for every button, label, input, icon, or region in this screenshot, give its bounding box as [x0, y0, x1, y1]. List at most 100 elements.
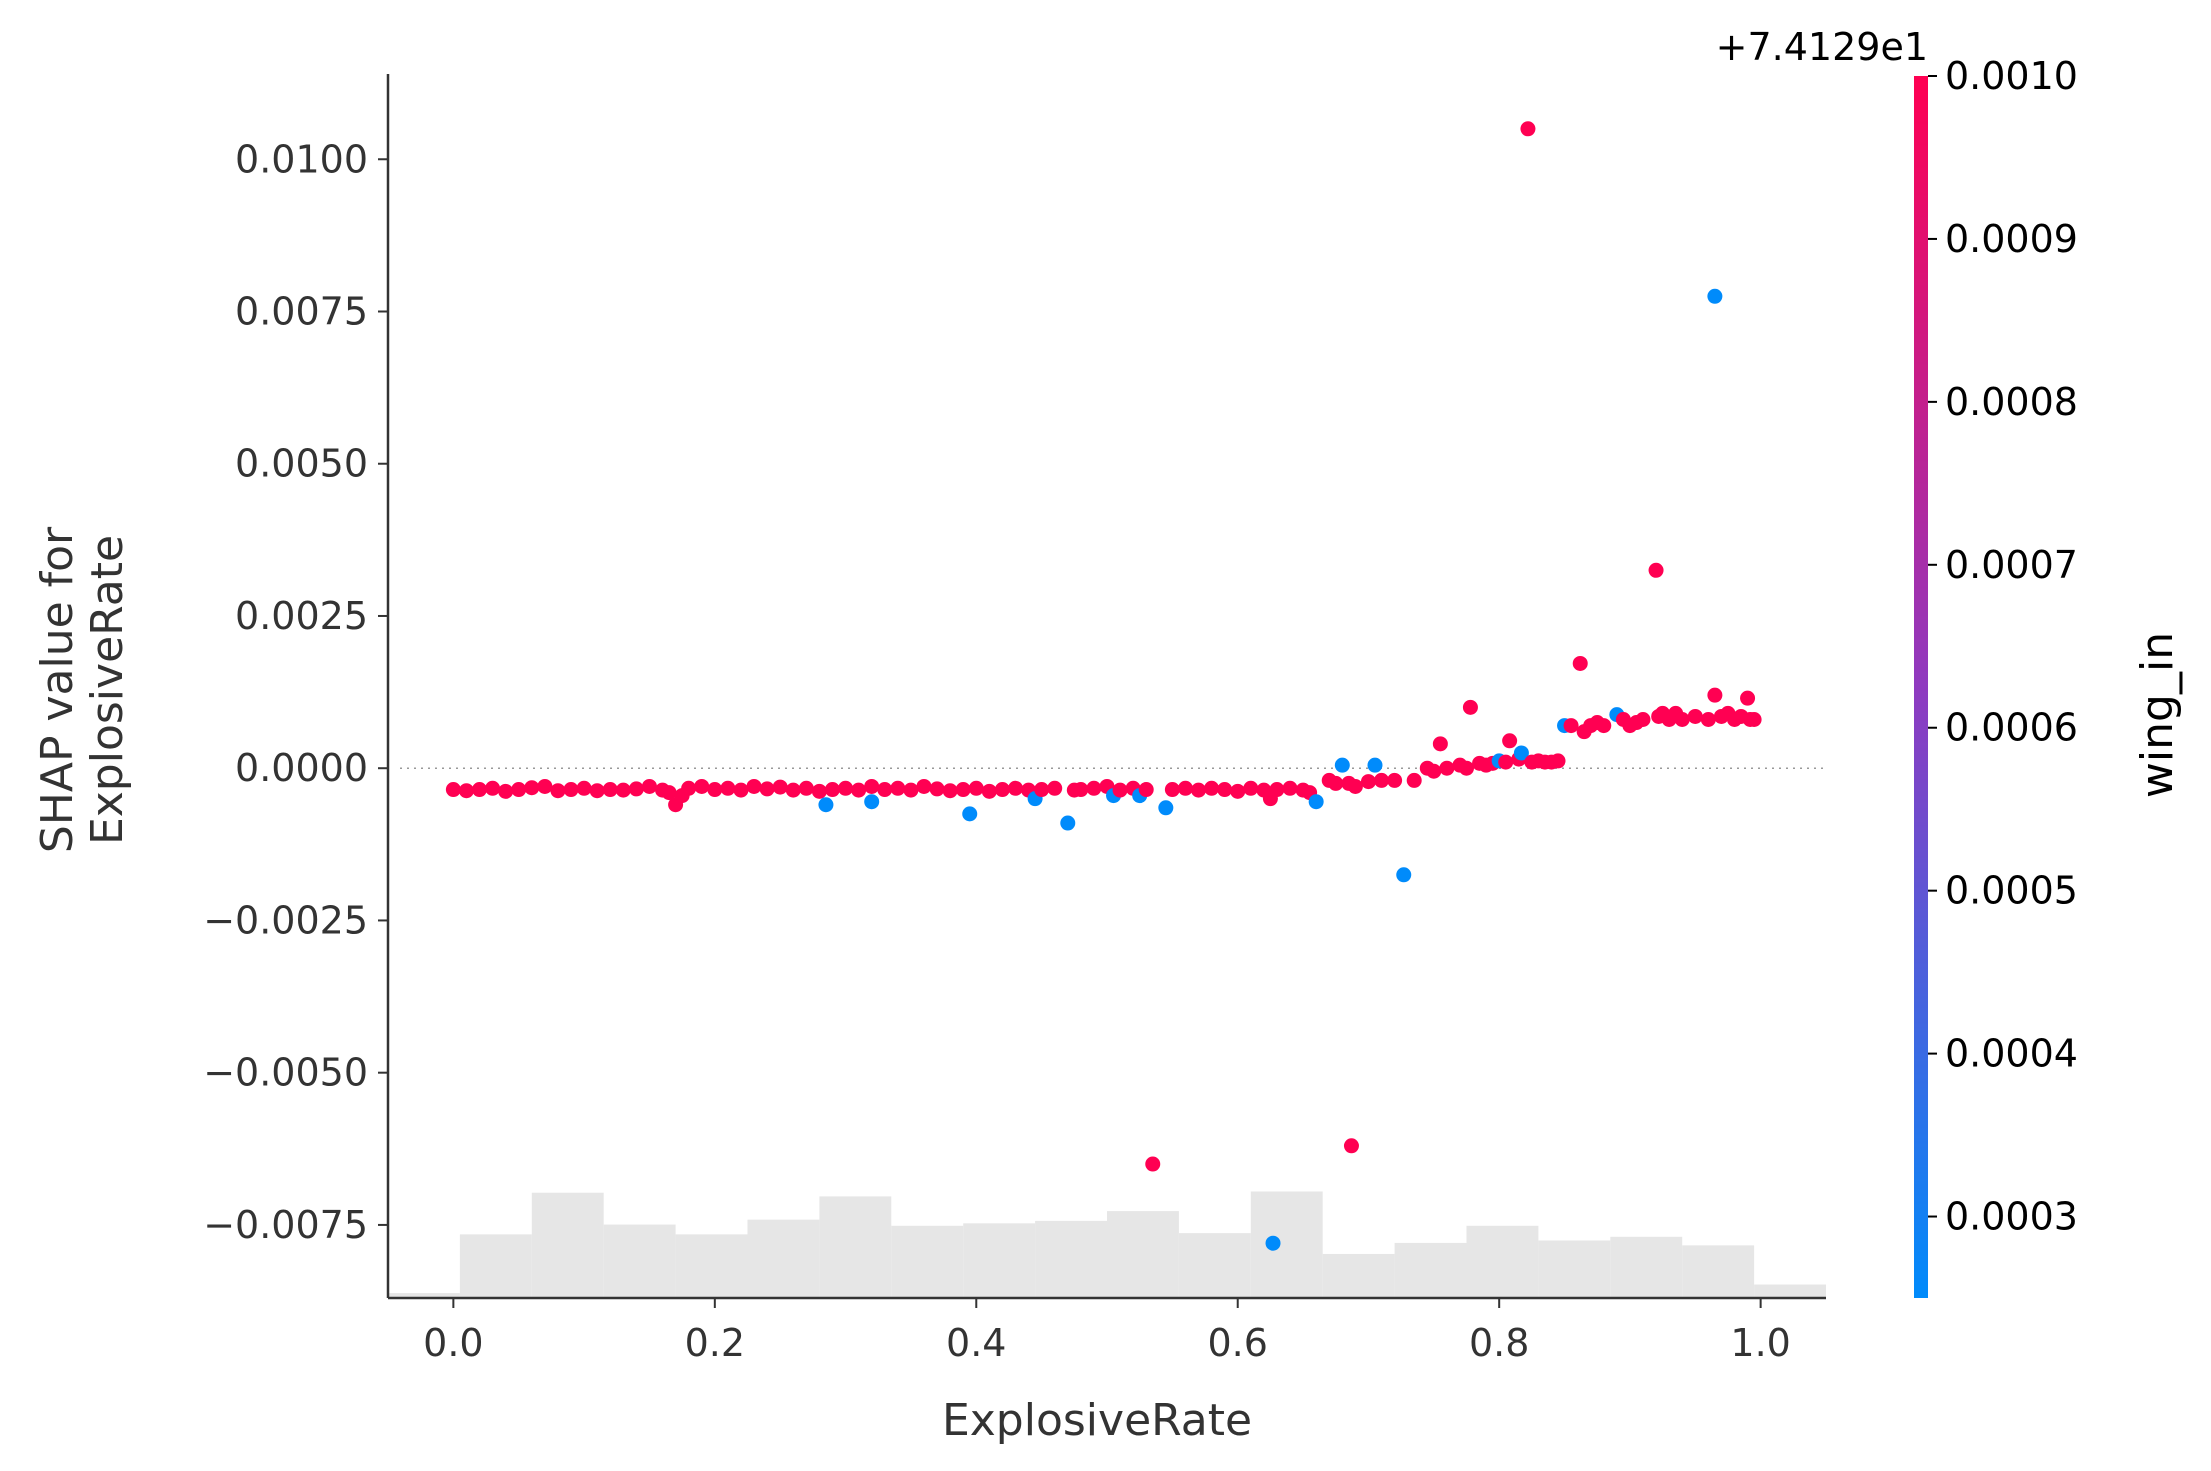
- scatter-point: [458, 783, 474, 799]
- scatter-point: [1459, 760, 1474, 776]
- y-tick-label: 0.0100: [235, 137, 368, 181]
- scatter-point: [1217, 782, 1233, 798]
- colorbar-gradient: [1914, 76, 1928, 1298]
- scatter-point: [1047, 780, 1063, 796]
- x-axis-title: ExplosiveRate: [942, 1395, 1252, 1446]
- y-tick-label: 0.0000: [235, 746, 368, 790]
- scatter-point: [485, 780, 501, 796]
- x-tick-label: 0.0: [423, 1321, 483, 1365]
- x-tick-label: 0.6: [1208, 1321, 1268, 1365]
- scatter-point: [524, 780, 540, 796]
- histogram-bar: [819, 1196, 892, 1298]
- histogram-bar: [1107, 1211, 1179, 1298]
- scatter-point: [445, 782, 461, 798]
- scatter-point: [864, 778, 880, 794]
- scatter-point: [641, 778, 657, 794]
- colorbar-tick-label: 0.0003: [1945, 1195, 2078, 1239]
- scatter-point: [962, 806, 978, 822]
- scatter-point: [994, 782, 1010, 798]
- scatter-point: [707, 782, 723, 798]
- y-tick-label: −0.0075: [203, 1203, 368, 1247]
- scatter-point: [1396, 867, 1412, 883]
- scatter-point: [811, 783, 827, 799]
- histogram-bar: [459, 1234, 532, 1298]
- x-tick-label: 1.0: [1730, 1321, 1790, 1365]
- scatter-point: [1406, 772, 1422, 788]
- scatter-point: [1328, 775, 1344, 791]
- scatter-point: [1034, 782, 1050, 798]
- histogram-bar: [1250, 1191, 1323, 1298]
- scatter-point: [916, 778, 932, 794]
- scatter-point: [1347, 778, 1363, 794]
- histogram-bar: [531, 1192, 604, 1298]
- colorbar-tick-label: 0.0005: [1945, 869, 2078, 913]
- colorbar-tick-label: 0.0004: [1945, 1032, 2078, 1076]
- axes: 0.0 0.2 0.4 0.6 0.8 1.0 0.0100 0.0075 0.0050 0.00…: [32, 74, 1826, 1446]
- scatter-point: [576, 780, 592, 796]
- scatter-point: [628, 781, 644, 797]
- scatter-point: [602, 782, 618, 798]
- scatter-point: [1158, 800, 1174, 816]
- scatter-point: [746, 778, 762, 794]
- scatter-point: [661, 785, 677, 801]
- histogram-bar: [1178, 1233, 1251, 1298]
- scatter-point: [785, 782, 801, 798]
- scatter-point: [1740, 690, 1756, 706]
- scatter-point: [1191, 782, 1207, 798]
- scatter-point: [537, 778, 553, 794]
- scatter-point: [1432, 736, 1448, 752]
- scatter-point: [1164, 782, 1180, 798]
- scatter-point: [981, 783, 997, 799]
- scatter-point: [1513, 745, 1529, 761]
- scatter-point: [720, 780, 736, 796]
- y-tick-label: 0.0075: [235, 289, 368, 333]
- scatter-point: [1700, 711, 1716, 727]
- scatter-point: [1498, 754, 1514, 770]
- histogram-bar: [1682, 1245, 1755, 1298]
- scatter-point: [824, 782, 840, 798]
- scatter-point: [1707, 288, 1723, 304]
- colorbar-tick-label: 0.0010: [1945, 54, 2078, 98]
- colorbar-tick-label: 0.0007: [1945, 543, 2078, 587]
- colorbar-title: wing_in: [2132, 632, 2183, 798]
- scatter-point: [1282, 780, 1298, 796]
- scatter-point: [929, 781, 945, 797]
- scatter-point: [589, 783, 605, 799]
- scatter-point: [1060, 815, 1076, 831]
- histogram-bar: [1035, 1220, 1107, 1298]
- scatter-point: [1265, 1235, 1281, 1251]
- scatter-point: [1230, 783, 1246, 799]
- scatter-point: [498, 783, 514, 799]
- scatter-point: [1502, 733, 1518, 749]
- scatter-point: [1635, 711, 1651, 727]
- y-tick-label: −0.0050: [203, 1051, 368, 1095]
- y-axis-title-line: SHAP value for: [32, 526, 83, 853]
- scatter-point: [1687, 708, 1703, 724]
- scatter-point: [1746, 711, 1762, 727]
- scatter-point: [818, 797, 834, 813]
- scatter-point: [1138, 782, 1154, 798]
- scatter-point: [1674, 711, 1690, 727]
- colorbar: 0.0010 0.0009 0.0008 0.0007 0.0006 0.0005 0.00…: [1716, 25, 2183, 1298]
- histogram-bar: [747, 1219, 820, 1298]
- histogram-bar: [1538, 1240, 1611, 1298]
- histogram-bar: [891, 1225, 964, 1298]
- y-axis-title-line: ExplosiveRate: [82, 535, 133, 845]
- scatter-point: [1177, 780, 1193, 796]
- scatter-point: [550, 783, 566, 799]
- y-tick-label: −0.0025: [203, 898, 368, 942]
- histogram-bar: [963, 1223, 1036, 1298]
- scatter-point: [759, 781, 775, 797]
- colorbar-tick-label: 0.0006: [1945, 706, 2078, 750]
- scatter-point: [1007, 780, 1023, 796]
- scatter-point: [1387, 772, 1403, 788]
- scatter-point: [1243, 780, 1259, 796]
- histogram-bar: [1466, 1225, 1539, 1298]
- histogram-bar: [1610, 1236, 1683, 1298]
- scatter-point: [1204, 780, 1220, 796]
- histogram-bar: [388, 1293, 460, 1298]
- colorbar-offset-text: +7.4129e1: [1716, 25, 1928, 69]
- scatter-point: [472, 782, 488, 798]
- scatter-point: [1550, 753, 1566, 769]
